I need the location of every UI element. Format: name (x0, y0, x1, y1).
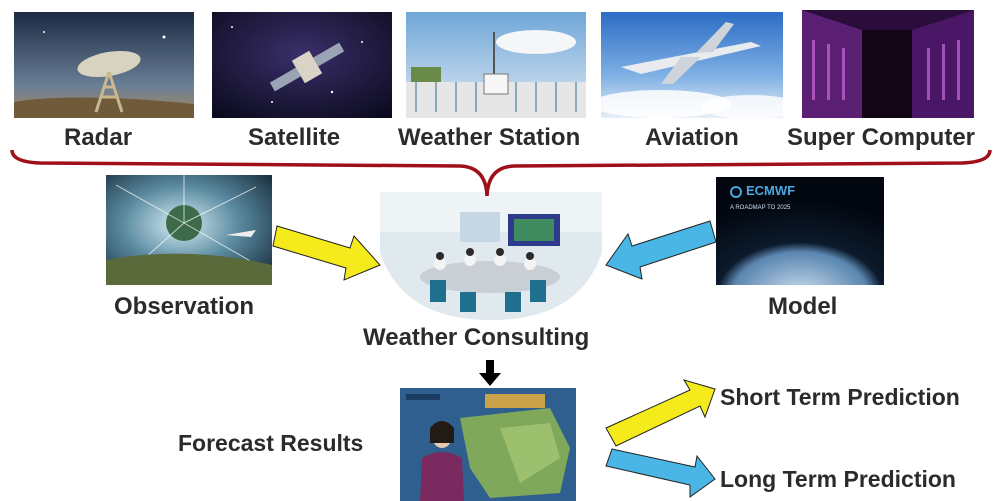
observation-arrow (272, 225, 381, 281)
radar-label: Radar (64, 124, 133, 151)
model-arrow (605, 220, 717, 280)
super-computer-photo (802, 10, 974, 118)
model-label: Model (768, 293, 838, 320)
weather-station-label: Weather Station (398, 124, 581, 151)
long-term-arrow (605, 448, 716, 498)
aviation-photo (601, 12, 783, 118)
consulting-to-forecast-arrow (479, 360, 501, 386)
long-term-prediction-label: Long Term Prediction (720, 466, 956, 492)
observation-photo (106, 175, 272, 285)
satellite-photo (212, 12, 392, 118)
weather-consulting-label: Weather Consulting (363, 324, 590, 351)
weather-station-photo (406, 12, 586, 118)
super-computer-label: Super Computer (787, 124, 976, 151)
aviation-label: Aviation (645, 124, 739, 151)
forecast-photo (400, 388, 576, 501)
short-term-arrow (605, 379, 716, 447)
ecmwf-logo: ECMWF (746, 183, 796, 198)
short-term-prediction-label: Short Term Prediction (720, 384, 960, 410)
weather-consulting-photo (380, 192, 602, 320)
model-photo: ECMWF A ROADMAP TO 2025 (716, 177, 884, 285)
observation-label: Observation (114, 293, 255, 320)
ecmwf-caption: A ROADMAP TO 2025 (730, 205, 791, 211)
forecast-results-label: Forecast Results (178, 430, 364, 456)
satellite-label: Satellite (248, 124, 341, 151)
radar-photo (14, 12, 194, 118)
